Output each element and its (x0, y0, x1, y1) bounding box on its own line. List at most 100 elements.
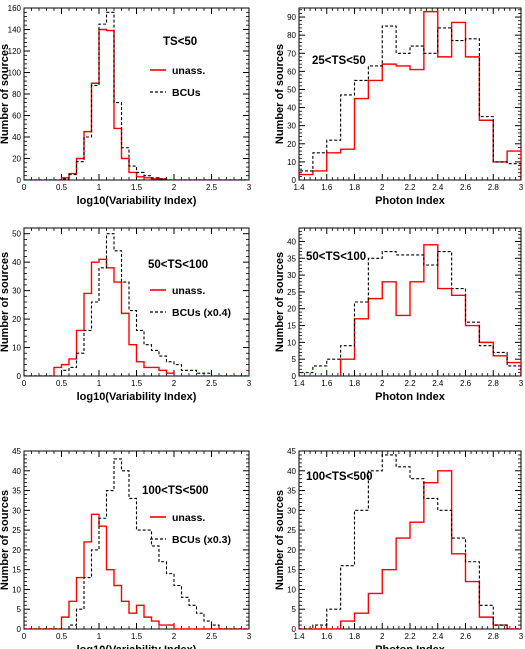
legend-label: unass. (172, 65, 205, 77)
histogram-series-bcus (24, 458, 249, 629)
y-tick-label: 0 (292, 372, 297, 381)
histogram-series-bcus (299, 454, 521, 629)
y-tick-label: 60 (12, 112, 21, 121)
x-tick-label: 1.4 (293, 379, 305, 388)
y-tick-label: 25 (287, 288, 296, 297)
y-tick-label: 30 (12, 287, 21, 296)
y-tick-label: 30 (287, 122, 296, 131)
histogram-series-bcus (24, 233, 249, 376)
x-tick-label: 0 (22, 379, 27, 388)
legend-label: unass. (172, 512, 205, 524)
x-tick-label: 0.5 (56, 183, 68, 192)
x-tick-label: 2.2 (404, 183, 416, 192)
y-tick-label: 25 (12, 526, 21, 535)
x-tick-label: 3 (247, 379, 252, 388)
y-tick-label: 30 (287, 271, 296, 280)
x-axis-label: log10(Variability Index) (77, 195, 197, 207)
legend-label: BCUs (172, 87, 201, 99)
x-axis-label: log10(Variability Index) (77, 391, 197, 403)
y-tick-label: 40 (12, 467, 21, 476)
panel-6: 1.4 1.6 1.8 2 2.2 2.4 2.6 2.8 305101520253035404… (274, 447, 524, 649)
legend-label: unass. (172, 285, 205, 297)
x-tick-label: 2.8 (488, 379, 500, 388)
ts-range-annotation: 100<TS<500 (142, 485, 209, 497)
y-tick-label: 40 (12, 133, 21, 142)
x-tick-label: 2.8 (488, 632, 500, 641)
y-tick-label: 15 (287, 566, 296, 575)
x-tick-label: 1.8 (349, 183, 361, 192)
ts-range-annotation: 50<TS<100 (148, 259, 208, 271)
x-axis-label: Photon Index (375, 391, 446, 403)
x-tick-label: 1.6 (321, 379, 333, 388)
y-axis-label: Number of sources (0, 252, 11, 352)
y-tick-label: 35 (12, 487, 21, 496)
y-tick-label: 20 (287, 140, 296, 149)
histogram-series-unassociated (24, 28, 249, 180)
x-tick-label: 2 (380, 183, 385, 192)
x-tick-label: 1.8 (349, 632, 361, 641)
x-axis-label: Photon Index (375, 195, 446, 207)
y-tick-label: 15 (12, 566, 21, 575)
y-tick-label: 0 (292, 176, 297, 185)
y-tick-label: 10 (12, 585, 21, 594)
y-tick-label: 90 (287, 13, 296, 22)
legend-label: BCUs (x0.3) (172, 534, 231, 546)
plot-frame (23, 7, 250, 181)
x-tick-label: 2.4 (432, 632, 444, 641)
x-tick-label: 2 (380, 379, 385, 388)
y-tick-label: 15 (287, 322, 296, 331)
x-tick-label: 1.6 (321, 183, 333, 192)
ts-range-annotation: 100<TS<500 (306, 471, 373, 483)
y-tick-label: 120 (8, 47, 22, 56)
y-tick-label: 35 (287, 487, 296, 496)
legend: unass. BCUs (x0.3) (150, 512, 231, 546)
y-tick-label: 0 (17, 176, 22, 185)
y-tick-label: 10 (287, 585, 296, 594)
x-tick-label: 1.5 (131, 632, 143, 641)
legend: unass. BCUs (x0.4) (150, 285, 231, 319)
x-tick-label: 2 (380, 632, 385, 641)
x-tick-label: 1 (97, 379, 102, 388)
y-tick-label: 20 (287, 305, 296, 314)
x-tick-label: 2 (172, 183, 177, 192)
y-tick-label: 45 (287, 447, 296, 456)
x-tick-label: 1 (97, 632, 102, 641)
y-tick-label: 40 (287, 237, 296, 246)
ts-range-annotation: 50<TS<100 (306, 251, 366, 263)
panel-5: 00.511.522.53051015202530354045log10(Var… (0, 447, 252, 649)
y-tick-label: 0 (17, 625, 22, 634)
x-tick-label: 2.6 (460, 379, 472, 388)
x-tick-label: 1.4 (293, 632, 305, 641)
y-tick-label: 20 (12, 546, 21, 555)
x-tick-label: 3 (247, 632, 252, 641)
y-tick-label: 45 (12, 447, 21, 456)
histogram-series-unassociated (299, 244, 521, 376)
y-tick-label: 10 (12, 344, 21, 353)
x-tick-label: 2.5 (206, 183, 218, 192)
x-tick-label: 3 (519, 183, 524, 192)
x-tick-label: 2.2 (404, 632, 416, 641)
x-tick-label: 0.5 (56, 632, 68, 641)
y-tick-label: 20 (12, 155, 21, 164)
y-tick-label: 50 (12, 230, 21, 239)
x-tick-label: 2.5 (206, 379, 218, 388)
panel-3: 0 0.5 1 1.5 2 2.5 301020304050log10(Variabilit… (0, 227, 252, 403)
x-tick-label: 3 (519, 632, 524, 641)
y-tick-label: 70 (287, 49, 296, 58)
x-tick-label: 2.2 (404, 379, 416, 388)
x-tick-label: 2.6 (460, 632, 472, 641)
y-axis-label: Number of sources (0, 490, 11, 590)
y-axis-label: Number of sources (274, 44, 286, 144)
x-tick-label: 1.4 (293, 183, 305, 192)
x-tick-label: 1.5 (131, 379, 143, 388)
y-tick-label: 20 (12, 315, 21, 324)
x-tick-label: 3 (519, 379, 524, 388)
x-tick-label: 2.4 (432, 379, 444, 388)
x-tick-label: 2.8 (488, 183, 500, 192)
histogram-series-unassociated (299, 10, 521, 180)
panel-2: 1.4 1.6 1.8 2 2.2 2.4 2.6 2.8 301020304050607080… (274, 7, 524, 207)
y-tick-label: 25 (287, 526, 296, 535)
histogram-series-bcus (299, 25, 521, 180)
x-tick-label: 1 (97, 183, 102, 192)
x-tick-label: 0.5 (56, 379, 68, 388)
